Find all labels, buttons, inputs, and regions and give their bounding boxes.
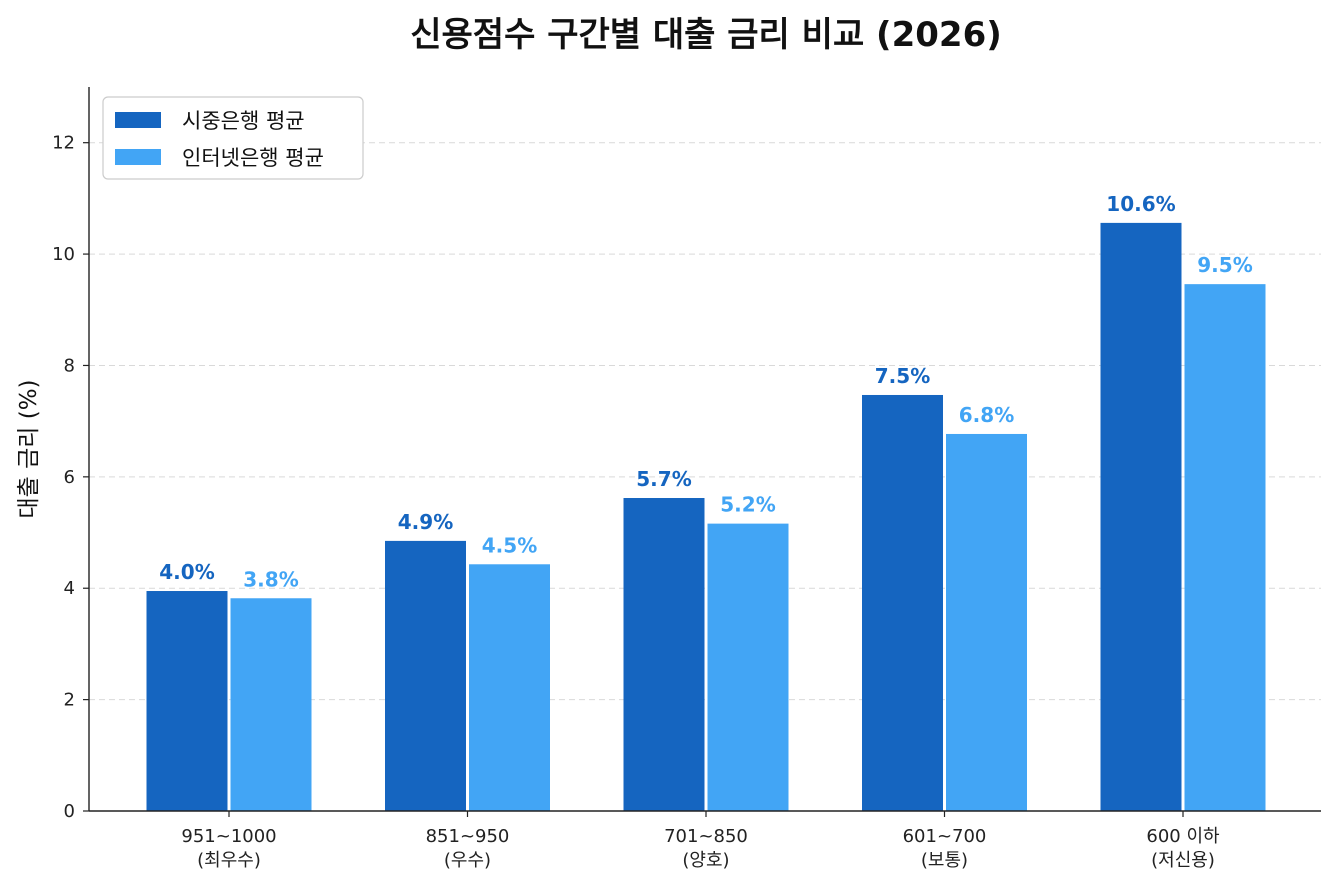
chart-title: 신용점수 구간별 대출 금리 비교 (2026) [410,15,1002,55]
data-label: 5.2% [720,493,775,517]
legend-swatch-0 [115,112,161,128]
y-tick-label: 6 [64,467,75,488]
x-tick-label: 851~950 [426,826,510,847]
data-label: 4.9% [398,510,453,534]
x-tick-sublabel: (최우수) [197,850,261,871]
y-tick-label: 12 [52,133,75,154]
legend-label: 시중은행 평균 [182,109,305,133]
x-tick-label: 951~1000 [181,826,276,847]
bar-series0-0 [146,591,228,811]
bar-series1-2 [707,523,789,811]
data-label: 4.0% [159,560,214,584]
bar-series1-0 [230,598,312,811]
y-tick-label: 0 [64,801,75,822]
y-axis-label: 대출 금리 (%) [16,379,42,518]
legend-box [102,96,364,180]
data-label: 9.5% [1197,253,1252,277]
y-tick-label: 4 [64,578,75,599]
y-tick-label: 2 [64,690,75,711]
y-tick-label: 10 [52,244,75,265]
data-label: 3.8% [243,567,298,591]
x-tick-label: 600 이하 [1146,826,1220,847]
bar-series1-4 [1184,284,1266,811]
bars [146,222,1266,812]
bar-series1-1 [469,564,550,811]
data-label: 7.5% [875,364,930,388]
x-tick-sublabel: (저신용) [1151,850,1215,871]
bar-series0-2 [623,498,705,811]
legend-swatch-1 [115,149,161,165]
x-tick-label: 601~700 [903,826,987,847]
bar-series0-3 [862,394,943,811]
data-label: 4.5% [482,533,537,557]
bar-series0-1 [385,540,466,811]
bar-series1-3 [946,433,1027,811]
data-label: 5.7% [636,467,691,491]
axes: 0 2 4 6 8 10 12 951~1000 (최우수) 851~950 (우수) 701~850… [52,87,1321,871]
data-labels: 4.0% 3.8% 4.9% 4.5% 5.7% 5.2% 7.5% 6.8% 10.6% 9.5… [159,192,1252,591]
bar-series0-4 [1100,222,1182,812]
x-tick-sublabel: (우수) [444,850,491,871]
x-tick-label: 701~850 [664,826,748,847]
legend-label: 인터넷은행 평균 [182,146,324,170]
y-tick-label: 8 [64,355,75,376]
data-label: 10.6% [1106,192,1175,216]
x-tick-sublabel: (양호) [682,850,729,871]
x-tick-sublabel: (보통) [921,850,968,871]
data-label: 6.8% [959,403,1014,427]
